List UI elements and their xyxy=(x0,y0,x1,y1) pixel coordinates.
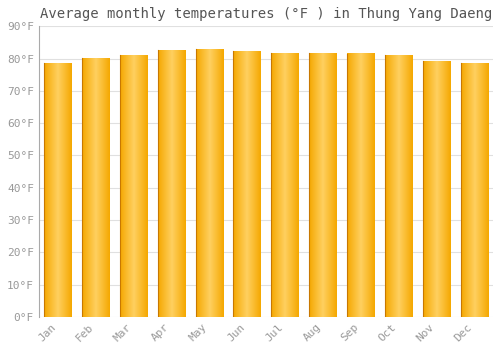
Title: Average monthly temperatures (°F ) in Thung Yang Daeng: Average monthly temperatures (°F ) in Th… xyxy=(40,7,492,21)
